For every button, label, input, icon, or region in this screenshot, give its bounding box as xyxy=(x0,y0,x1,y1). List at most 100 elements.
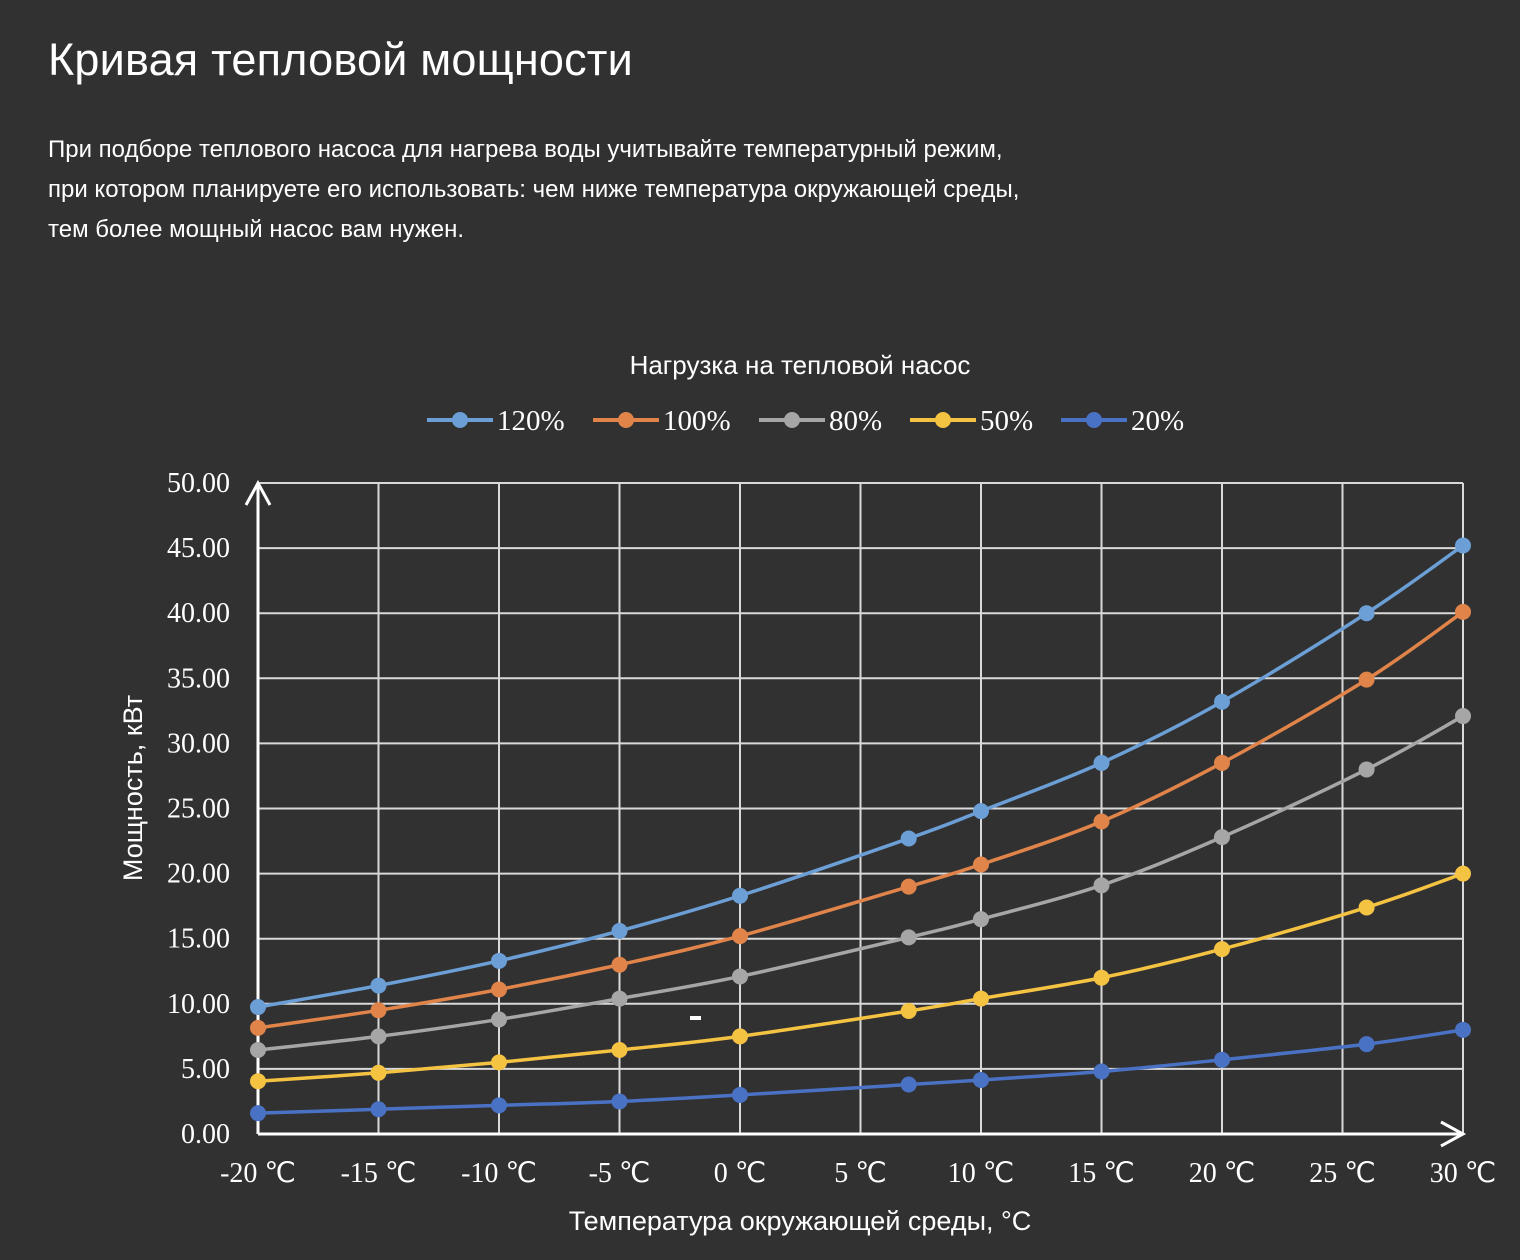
description-line: при котором планируете его использовать:… xyxy=(48,176,1020,203)
legend-label: 20% xyxy=(1131,405,1184,437)
data-point xyxy=(250,1042,266,1059)
x-axis-arrow-icon xyxy=(1440,1120,1467,1148)
data-point xyxy=(491,1011,507,1028)
data-point xyxy=(1358,761,1375,778)
data-point xyxy=(250,1019,266,1036)
data-point xyxy=(370,977,387,994)
data-point xyxy=(900,1002,917,1019)
data-point xyxy=(1455,708,1471,725)
series-120pct xyxy=(250,537,1471,1016)
series-line xyxy=(257,714,1464,1052)
data-point xyxy=(973,990,989,1007)
data-point xyxy=(370,1064,387,1081)
y-tick-label: 35.00 xyxy=(167,663,230,694)
data-point xyxy=(611,1042,628,1059)
data-point xyxy=(900,1076,917,1093)
x-tick-label: -20 ℃ xyxy=(220,1158,296,1189)
data-point xyxy=(250,1073,266,1090)
data-point xyxy=(732,1028,748,1045)
data-point xyxy=(1093,1063,1110,1080)
legend-label: 100% xyxy=(663,405,731,437)
y-tick-label: 0.00 xyxy=(181,1119,230,1150)
y-tick-label: 30.00 xyxy=(167,728,230,759)
legend-marker-icon xyxy=(618,412,634,428)
x-tick-label: -5 ℃ xyxy=(589,1158,651,1189)
series-group xyxy=(250,537,1471,1122)
data-point xyxy=(611,990,628,1007)
x-tick-label: 0 ℃ xyxy=(714,1158,766,1189)
y-axis-label: Мощность, кВт xyxy=(118,695,148,881)
data-point xyxy=(732,928,748,945)
stray-mark xyxy=(690,1016,701,1020)
data-point xyxy=(900,830,917,847)
legend-item: 20% xyxy=(1061,405,1184,437)
y-tick-label: 40.00 xyxy=(167,598,230,629)
data-point xyxy=(1093,813,1110,830)
legend-label: 120% xyxy=(497,405,565,437)
series-80pct xyxy=(250,708,1471,1059)
y-tick-label: 25.00 xyxy=(167,794,230,825)
data-point xyxy=(611,956,628,973)
data-point xyxy=(491,1054,507,1071)
page-title: Кривая тепловой мощности xyxy=(48,34,633,85)
data-point xyxy=(370,1002,387,1019)
page-description: При подборе теплового насоса для нагрева… xyxy=(48,130,1248,250)
legend-marker-icon xyxy=(452,412,468,428)
x-axis-label: Температура окружающей среды, °C xyxy=(569,1206,1032,1236)
legend-marker-icon xyxy=(784,412,800,428)
data-point xyxy=(1214,693,1230,710)
data-point xyxy=(611,1093,628,1110)
data-point xyxy=(491,1097,507,1114)
x-tick-label: 30 ℃ xyxy=(1430,1158,1496,1189)
data-point xyxy=(1093,877,1110,894)
data-point xyxy=(491,952,507,969)
legend-marker-icon xyxy=(1086,412,1102,428)
data-point xyxy=(1214,941,1230,958)
y-tick-label: 5.00 xyxy=(181,1054,230,1085)
legend: 120% 100% 80% 50% 20% xyxy=(427,405,1184,437)
data-point xyxy=(611,922,628,939)
y-tick-label: 20.00 xyxy=(167,859,230,890)
data-point xyxy=(732,968,748,985)
x-tick-label: -10 ℃ xyxy=(461,1158,537,1189)
x-tick-label: 20 ℃ xyxy=(1189,1158,1255,1189)
data-point xyxy=(900,929,917,946)
data-point xyxy=(1358,899,1375,916)
x-tick-label: -15 ℃ xyxy=(341,1158,417,1189)
y-axis-arrow-icon xyxy=(244,479,272,506)
y-tick-label: 15.00 xyxy=(167,924,230,955)
data-point xyxy=(1455,865,1471,882)
legend-item: 80% xyxy=(759,405,882,437)
axes: -20 ℃ -15 ℃ -10 ℃ -5 ℃ 0 ℃ 5 ℃ 10 ℃ 15 ℃ 20 ℃ 25 … xyxy=(167,468,1496,1189)
legend-label: 80% xyxy=(829,405,882,437)
data-point xyxy=(732,887,748,904)
data-point xyxy=(1455,537,1471,554)
series-50pct xyxy=(250,865,1471,1090)
chart-title: Нагрузка на тепловой насос xyxy=(630,350,971,380)
y-tick-label: 45.00 xyxy=(167,533,230,564)
data-point xyxy=(1455,603,1471,620)
data-point xyxy=(732,1086,748,1103)
legend-item: 100% xyxy=(593,405,731,437)
legend-label: 50% xyxy=(980,405,1033,437)
data-point xyxy=(1093,754,1110,771)
data-point xyxy=(250,999,266,1016)
data-point xyxy=(370,1028,387,1045)
data-point xyxy=(1093,969,1110,986)
y-tick-label: 50.00 xyxy=(167,468,230,499)
legend-item: 120% xyxy=(427,405,565,437)
data-point xyxy=(1214,754,1230,771)
data-point xyxy=(973,911,989,928)
x-tick-label: 25 ℃ xyxy=(1309,1158,1375,1189)
data-point xyxy=(1358,1036,1375,1053)
x-tick-label: 10 ℃ xyxy=(948,1158,1014,1189)
data-point xyxy=(1214,829,1230,846)
data-point xyxy=(250,1105,266,1122)
series-100pct xyxy=(250,603,1471,1036)
data-point xyxy=(973,803,989,820)
data-point xyxy=(1358,605,1375,622)
x-tick-label: 5 ℃ xyxy=(834,1158,886,1189)
legend-marker-icon xyxy=(935,412,951,428)
data-point xyxy=(973,1071,989,1088)
